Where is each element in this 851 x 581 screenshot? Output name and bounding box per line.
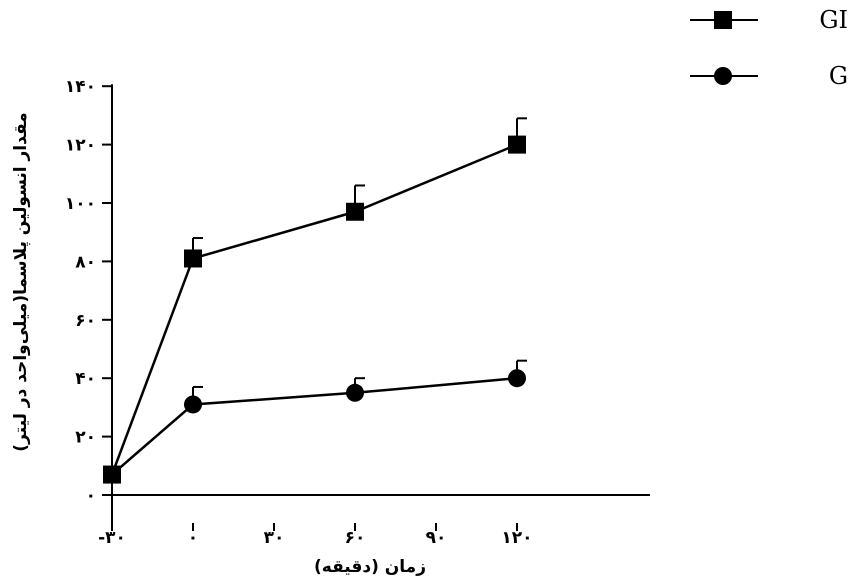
y-tick-label: ۸۰ bbox=[75, 252, 96, 272]
legend-label-G: G bbox=[829, 62, 848, 90]
y-tick-label: ۱۰۰ bbox=[65, 194, 96, 214]
data-point-square bbox=[346, 202, 364, 221]
y-tick-label: ۶۰ bbox=[75, 311, 96, 331]
x-tick-label: ۹۰ bbox=[426, 528, 447, 548]
y-tick-label: ۱۲۰ bbox=[65, 136, 96, 156]
x-tick-label: ۱۲۰ bbox=[501, 528, 532, 548]
chart-series bbox=[103, 117, 527, 484]
x-axis-title: زمان (دقیقه) bbox=[314, 557, 426, 577]
y-axis-title: مقدار انسولین پلاسما(میلی‌واحد در لیتر) bbox=[11, 112, 31, 451]
y-tick-label: ۰ bbox=[86, 486, 96, 506]
data-point-circle bbox=[508, 369, 526, 388]
y-tick-label: ۴۰ bbox=[75, 369, 96, 389]
x-tick-label: -۳۰ bbox=[98, 528, 126, 548]
series-line-G bbox=[111, 376, 518, 476]
series-G bbox=[103, 359, 527, 484]
series-line-GI bbox=[110, 143, 518, 475]
x-tick-label: ۰ bbox=[188, 528, 198, 548]
data-point-circle bbox=[346, 383, 364, 402]
chart-axes: ۰ ۲۰ ۴۰ ۶۰ ۸۰ ۱۰۰ ۱۲۰ ۱۴۰ -۳۰ ۰ ۳۰ ۶۰ ۹۰ ۱۲۰ bbox=[65, 77, 650, 548]
chart-legend: GI G bbox=[690, 6, 848, 90]
data-point-circle bbox=[184, 395, 202, 414]
legend-label-GI: GI bbox=[819, 6, 848, 34]
y-tick-label: ۲۰ bbox=[75, 428, 96, 448]
x-tick-label: ۶۰ bbox=[345, 528, 366, 548]
data-point-square bbox=[508, 135, 526, 154]
x-tick-label: ۳۰ bbox=[264, 528, 285, 548]
y-tick-label: ۱۴۰ bbox=[65, 77, 96, 97]
data-point-circle bbox=[103, 465, 121, 484]
data-point-square bbox=[184, 249, 202, 268]
legend-marker-circle bbox=[714, 67, 732, 85]
legend-marker-square bbox=[714, 11, 732, 29]
